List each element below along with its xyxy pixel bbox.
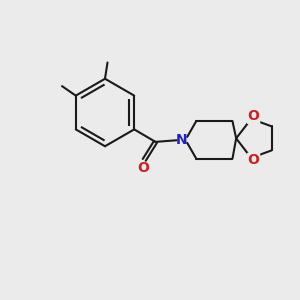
Text: N: N xyxy=(176,133,188,147)
Text: O: O xyxy=(137,161,149,175)
Text: O: O xyxy=(248,110,260,123)
Text: O: O xyxy=(248,153,260,167)
